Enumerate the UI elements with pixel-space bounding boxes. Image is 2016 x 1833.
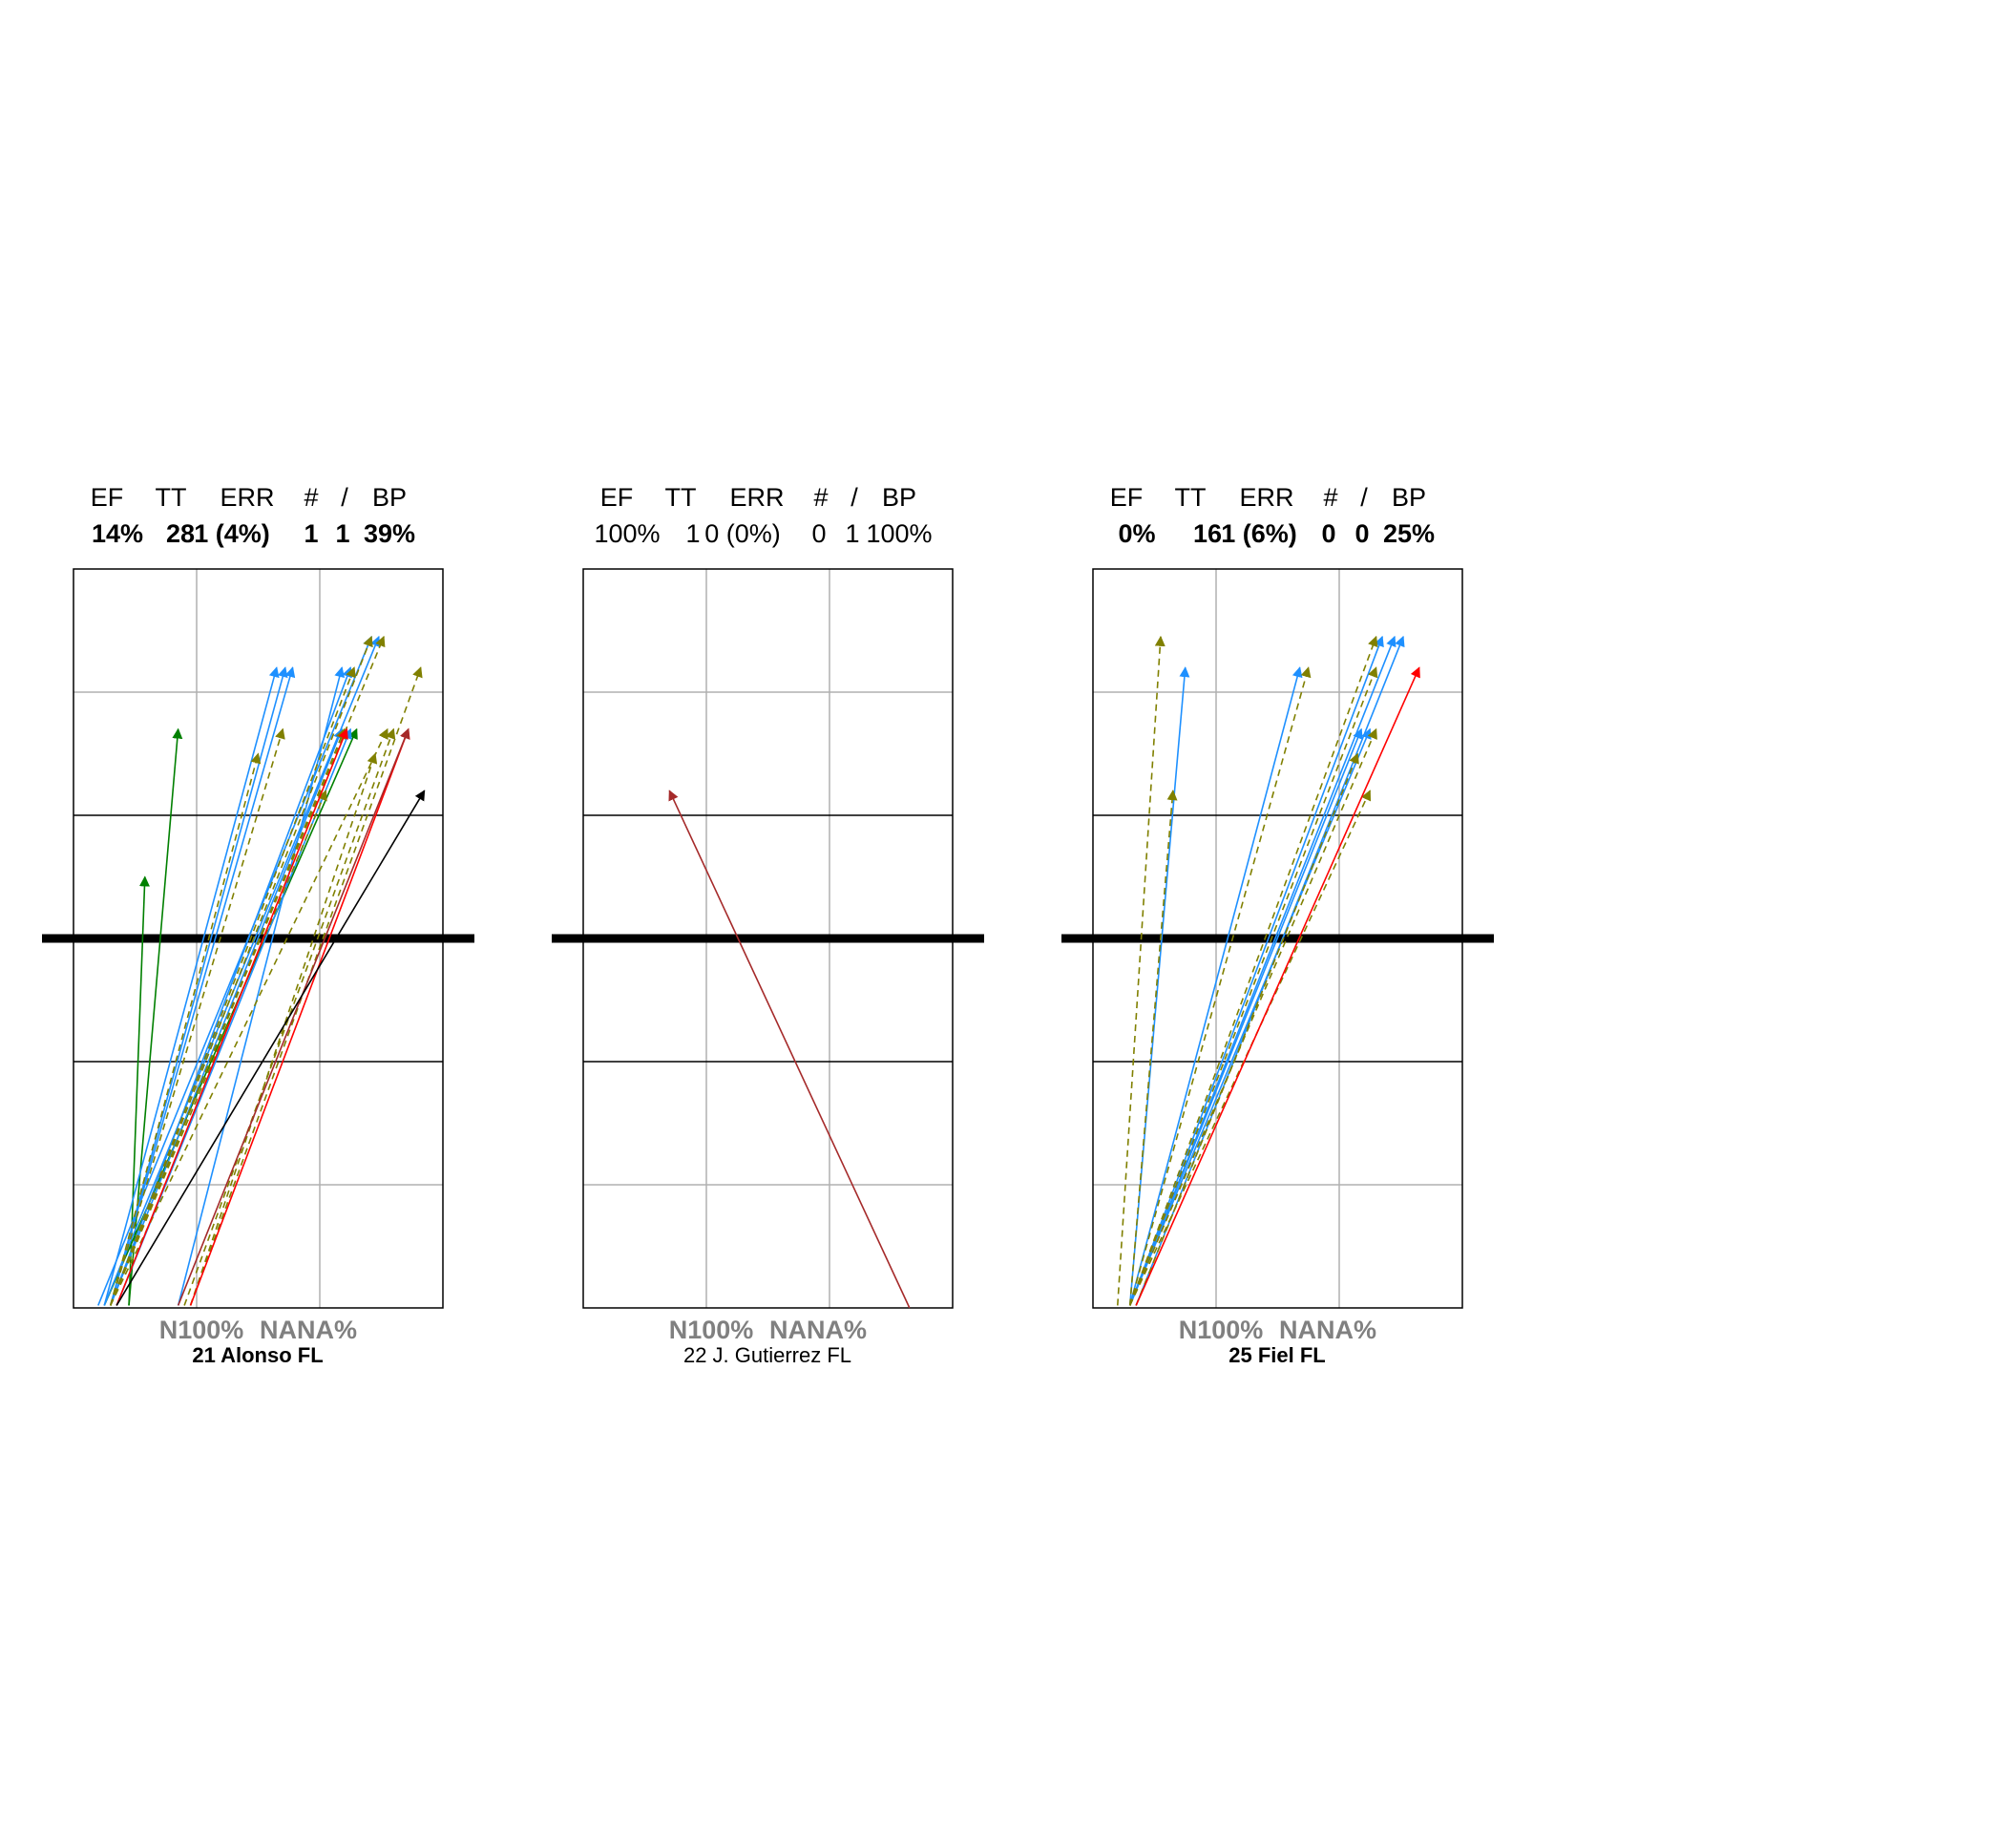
stats-value: 100% xyxy=(866,519,932,548)
attack-arrow-in-play xyxy=(1128,666,1303,1306)
stats-header-label: ERR xyxy=(729,483,784,512)
stats-header-label: TT xyxy=(1175,483,1207,512)
attack-arrow-in-play xyxy=(103,666,280,1306)
stats-header-label: # xyxy=(1323,483,1337,512)
stats-value: 0% xyxy=(1118,519,1155,548)
attack-arrow-covered xyxy=(1128,635,1378,1306)
attack-arrow-error xyxy=(116,727,348,1306)
stats-value: 1 xyxy=(335,519,349,548)
attack-arrow-covered xyxy=(189,752,378,1306)
attack-arrow-covered xyxy=(109,727,388,1306)
stats-value: 1 (6%) xyxy=(1221,519,1297,548)
stats-value: 14% xyxy=(92,519,143,548)
stats-value: 0 xyxy=(1354,519,1369,548)
stats-header-label: TT xyxy=(665,483,697,512)
attack-arrow-covered xyxy=(1128,666,1312,1306)
stats-header-label: ERR xyxy=(220,483,274,512)
attack-arrow-other xyxy=(116,790,426,1306)
attack-arrow-error xyxy=(1135,666,1420,1306)
stats-value: 1 (4%) xyxy=(194,519,270,548)
stats-value: 16 xyxy=(1193,519,1222,548)
player-name: 21 Alonso FL xyxy=(192,1343,323,1367)
attack-arrow-blocked xyxy=(177,727,410,1306)
bottom-left-pct: N100% xyxy=(669,1316,754,1344)
stats-header-label: # xyxy=(304,483,318,512)
stats-header-label: BP xyxy=(1392,483,1426,512)
stats-value: 25% xyxy=(1383,519,1435,548)
stats-header-label: / xyxy=(1360,483,1368,512)
stats-value: 1 xyxy=(304,519,318,548)
player-name: 22 J. Gutierrez FL xyxy=(683,1343,851,1367)
attack-arrow-covered xyxy=(109,752,262,1306)
stats-header-label: / xyxy=(341,483,348,512)
attack-arrow-in-play xyxy=(109,666,352,1306)
stats-header-label: BP xyxy=(882,483,916,512)
bottom-right-pct: NANA% xyxy=(260,1316,357,1344)
bottom-right-pct: NANA% xyxy=(769,1316,867,1344)
stats-header-label: TT xyxy=(156,483,187,512)
bottom-left-pct: N100% xyxy=(1179,1316,1264,1344)
stats-header-label: ERR xyxy=(1239,483,1293,512)
attack-arrow-covered xyxy=(1128,790,1178,1306)
panel-1: EF TT ERR # / BP 14% 28 1 (4%) 1 1 39% N100% NANA%21 … xyxy=(42,483,474,1367)
stats-value: 28 xyxy=(166,519,195,548)
stats-header-label: / xyxy=(850,483,858,512)
attack-arrow-covered xyxy=(109,727,346,1306)
attack-arrow-error xyxy=(189,727,410,1306)
attack-arrow-in-play xyxy=(109,666,288,1306)
stats-value: 0 xyxy=(811,519,826,548)
attack-arrow-covered xyxy=(1128,727,1377,1306)
attack-arrow-blocked xyxy=(668,790,911,1309)
player-name: 25 Fiel FL xyxy=(1228,1343,1325,1367)
stats-header-label: # xyxy=(813,483,828,512)
stats-value: 1 xyxy=(845,519,859,548)
stats-value: 39% xyxy=(364,519,415,548)
attack-arrow-covered xyxy=(109,790,327,1306)
bottom-left-pct: N100% xyxy=(159,1316,244,1344)
stats-header-label: EF xyxy=(600,483,634,512)
attack-arrow-covered xyxy=(109,727,285,1306)
attack-arrow-in-play xyxy=(97,635,373,1306)
stats-value: 0 (0%) xyxy=(704,519,781,548)
panel-3: EF TT ERR # / BP 0% 16 1 (6%) 0 0 25% N100% NANA%25 F… xyxy=(1061,483,1494,1367)
attack-arrow-in-play xyxy=(1128,635,1384,1306)
stats-header-label: EF xyxy=(91,483,124,512)
attack-arrow-covered xyxy=(189,666,423,1306)
attack-arrow-covered xyxy=(1135,752,1359,1306)
attack-arrow-covered xyxy=(109,635,373,1306)
stats-header-label: EF xyxy=(1110,483,1144,512)
bottom-right-pct: NANA% xyxy=(1279,1316,1376,1344)
attack-arrow-covered xyxy=(1117,635,1166,1306)
stats-value: 0 xyxy=(1321,519,1335,548)
attack-arrow-in-play xyxy=(1128,727,1372,1306)
stats-value: 100% xyxy=(594,519,660,548)
attack-arrow-in-play xyxy=(177,666,346,1306)
attack-arrow-in-play xyxy=(1128,727,1363,1306)
stats-value: 1 xyxy=(685,519,700,548)
stats-header-label: BP xyxy=(372,483,407,512)
